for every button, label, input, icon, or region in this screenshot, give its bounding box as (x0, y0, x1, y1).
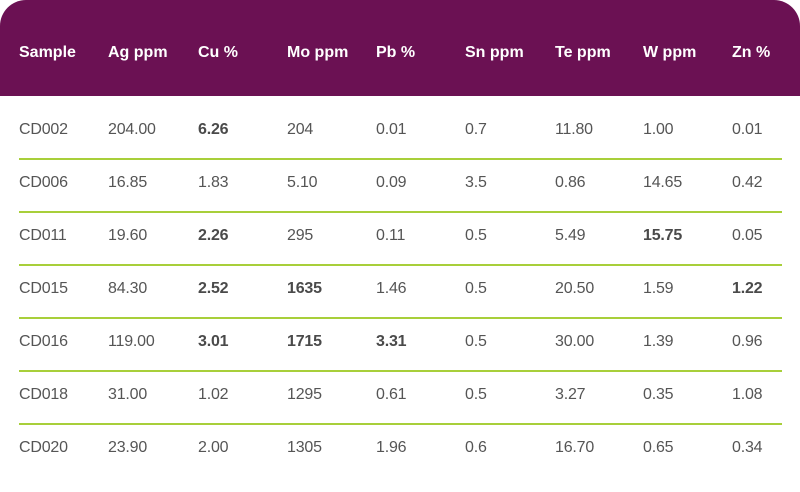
table-cell: 5.10 (287, 174, 318, 191)
table-cell: 0.35 (643, 386, 674, 403)
table-cell: 0.6 (465, 439, 487, 456)
table-cell: 16.85 (108, 174, 148, 191)
table-row: CD016 119.00 3.01 1715 3.31 0.5 30.00 1.39 0.96 (0, 319, 800, 372)
table-cell: 1.39 (643, 333, 674, 350)
row-divider (19, 264, 782, 266)
row-divider (19, 370, 782, 372)
header-w-ppm: W ppm (643, 44, 697, 61)
table-cell: 3.5 (465, 174, 487, 191)
table-cell: CD011 (19, 227, 67, 244)
table-cell: 1.08 (732, 386, 763, 403)
table-cell: 1295 (287, 386, 322, 403)
table-cell: 0.5 (465, 386, 487, 403)
table-cell: 2.52 (198, 280, 229, 297)
table-cell: 3.27 (555, 386, 586, 403)
table-cell: 0.42 (732, 174, 763, 191)
table-cell: 0.01 (376, 121, 407, 138)
table-cell: 1.59 (643, 280, 674, 297)
table-cell: CD015 (19, 280, 68, 297)
table-cell: CD020 (19, 439, 68, 456)
table-cell: 0.34 (732, 439, 763, 456)
table-cell: 31.00 (108, 386, 148, 403)
table-cell: 15.75 (643, 227, 683, 244)
table-cell: 1.00 (643, 121, 674, 138)
header-sample: Sample (19, 44, 76, 61)
table-cell: 30.00 (555, 333, 595, 350)
table-cell: 0.5 (465, 333, 487, 350)
header-pb-percent: Pb % (376, 44, 416, 61)
table-cell: 3.01 (198, 333, 229, 350)
header-sn-ppm: Sn ppm (465, 44, 524, 61)
table-row: CD011 19.60 2.26 295 0.11 0.5 5.49 15.75 0.05 (0, 213, 800, 266)
table-cell: 0.05 (732, 227, 763, 244)
table-cell: 204.00 (108, 121, 156, 138)
table-cell: 1.46 (376, 280, 407, 297)
table-cell: 0.09 (376, 174, 407, 191)
table-cell: 1.83 (198, 174, 229, 191)
header-mo-ppm: Mo ppm (287, 44, 349, 61)
table-cell: CD006 (19, 174, 68, 191)
table-cell: 1635 (287, 280, 322, 297)
table-cell: 0.5 (465, 227, 487, 244)
table-cell: 0.61 (376, 386, 407, 403)
table-cell: 295 (287, 227, 314, 244)
table-cell: 1.02 (198, 386, 229, 403)
row-divider (19, 423, 782, 425)
table-cell: 1715 (287, 333, 322, 350)
header-ag-ppm: Ag ppm (108, 44, 168, 61)
table-cell: 3.31 (376, 333, 407, 350)
table-cell: 204 (287, 121, 314, 138)
table-cell: 16.70 (555, 439, 595, 456)
table-header: Sample Ag ppm Cu % Mo ppm Pb % Sn ppm Te… (0, 0, 800, 96)
table-cell: 6.26 (198, 121, 229, 138)
table-cell: 0.5 (465, 280, 487, 297)
header-te-ppm: Te ppm (555, 44, 611, 61)
header-cu-percent: Cu % (198, 44, 238, 61)
table-cell: 1305 (287, 439, 322, 456)
table-cell: CD018 (19, 386, 68, 403)
table-cell: 5.49 (555, 227, 586, 244)
table-cell: 0.65 (643, 439, 674, 456)
table-cell: 0.7 (465, 121, 487, 138)
table-cell: 1.96 (376, 439, 407, 456)
row-divider (19, 317, 782, 319)
table-cell: 84.30 (108, 280, 148, 297)
table-cell: 19.60 (108, 227, 148, 244)
row-divider (19, 211, 782, 213)
table-row: CD018 31.00 1.02 1295 0.61 0.5 3.27 0.35 1.08 (0, 372, 800, 425)
table-cell: 2.26 (198, 227, 229, 244)
table-cell: CD002 (19, 121, 68, 138)
table-row: CD015 84.30 2.52 1635 1.46 0.5 20.50 1.59 1.22 (0, 266, 800, 319)
header-zn-percent: Zn % (732, 44, 771, 61)
table-cell: 0.11 (376, 227, 406, 244)
table-cell: CD016 (19, 333, 68, 350)
table-cell: 119.00 (108, 333, 155, 350)
table-row: CD006 16.85 1.83 5.10 0.09 3.5 0.86 14.65 0.42 (0, 160, 800, 213)
table-cell: 23.90 (108, 439, 148, 456)
table-cell: 0.96 (732, 333, 763, 350)
table-cell: 0.01 (732, 121, 763, 138)
table-row: CD020 23.90 2.00 1305 1.96 0.6 16.70 0.65 0.34 (0, 425, 800, 478)
row-divider (19, 158, 782, 160)
table-cell: 11.80 (555, 121, 593, 138)
table-row: CD002 204.00 6.26 204 0.01 0.7 11.80 1.00 0.01 (0, 107, 800, 160)
table-cell: 14.65 (643, 174, 683, 191)
table-cell: 20.50 (555, 280, 595, 297)
table-cell: 2.00 (198, 439, 229, 456)
table-cell: 0.86 (555, 174, 586, 191)
table-cell: 1.22 (732, 280, 763, 297)
